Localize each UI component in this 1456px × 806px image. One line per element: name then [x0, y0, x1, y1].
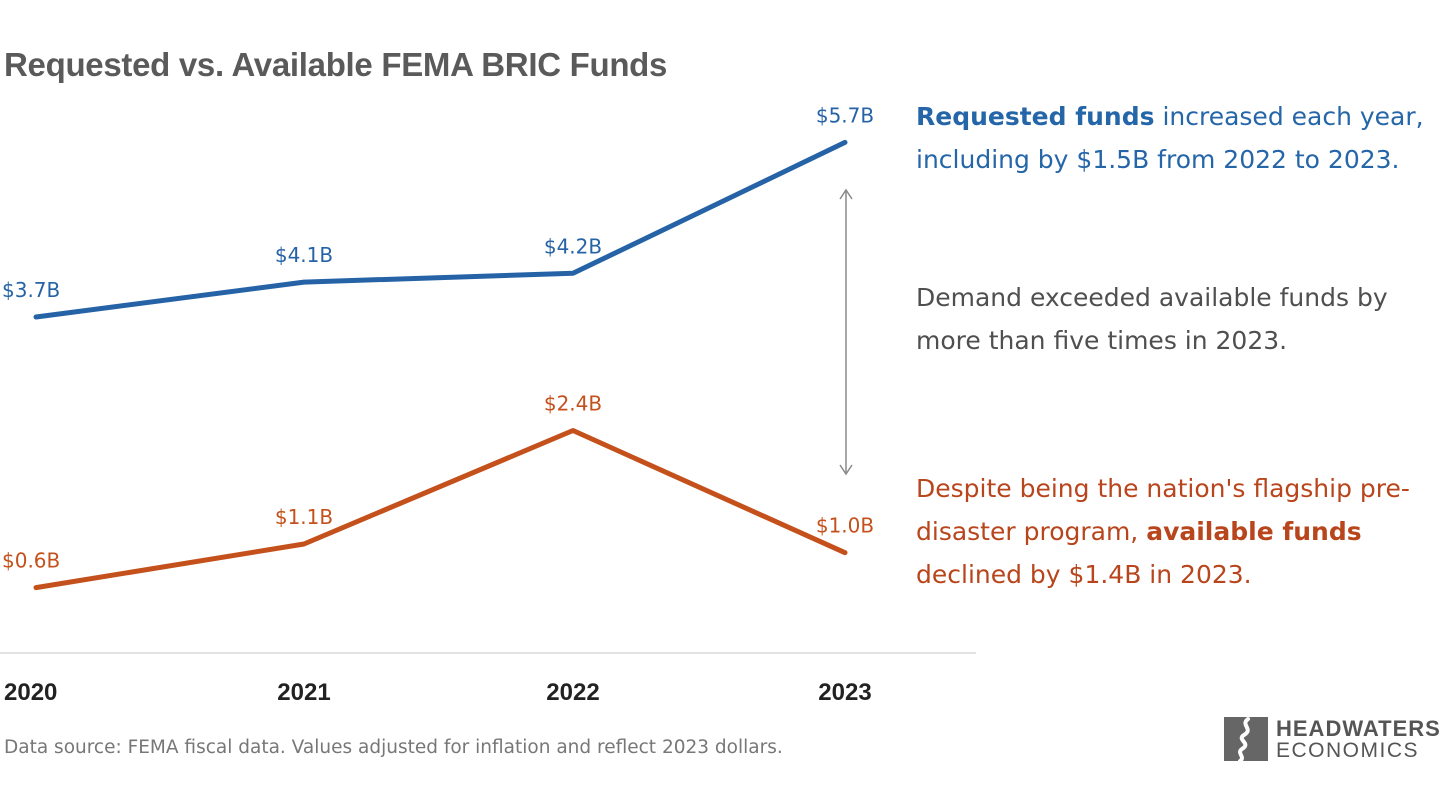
data-label-0-2: $4.2B [544, 234, 602, 258]
requested-note-bold: Requested funds [916, 102, 1155, 131]
x-axis-ticks: 2020 2021 2022 2023 [4, 679, 872, 706]
data-label-0-3: $5.7B [816, 103, 874, 127]
available-note-bold: available funds [1146, 517, 1362, 546]
data-label-0-1: $4.1B [275, 243, 333, 267]
x-tick-label-2: 2022 [546, 679, 599, 706]
data-label-1-2: $2.4B [544, 392, 602, 416]
logo-line-2: ECONOMICS [1276, 739, 1420, 762]
x-tick-label-1: 2021 [277, 679, 330, 706]
data-label-0-0: $3.7B [2, 278, 60, 302]
gap-arrow-head-bottom [839, 464, 853, 476]
requested-note-text: increased each year, including by $1.5B … [916, 102, 1424, 174]
gap-arrow [839, 188, 853, 476]
series-layer [33, 139, 848, 591]
x-tick-label-3: 2023 [818, 679, 871, 706]
river-logo-icon [1224, 717, 1268, 761]
line-chart: $3.7B $4.1B $4.2B $5.7B $0.6B $1.1B $2.4B $1.0B… [0, 103, 976, 706]
data-label-1-0: $0.6B [2, 549, 60, 573]
data-source-note: Data source: FEMA fiscal data. Values ad… [4, 737, 783, 758]
gap-arrow-head-top [839, 188, 853, 200]
demand-note: Demand exceeded available funds by more … [916, 283, 1388, 355]
data-label-1-1: $1.1B [275, 505, 333, 529]
available-note-post: declined by $1.4B in 2023. [916, 560, 1252, 589]
chart-title: Requested vs. Available FEMA BRIC Funds [4, 46, 668, 83]
series-line-0 [33, 139, 848, 320]
x-tick-label-0: 2020 [4, 679, 57, 706]
available-note: Despite being the nation's flagship pre-… [916, 467, 1451, 596]
logo-line-1: HEADWATERS [1276, 716, 1441, 741]
available-note-pre: Despite being the nation's flagship pre-… [916, 474, 1410, 546]
headwaters-economics-logo: HEADWATERS ECONOMICS [1224, 716, 1450, 763]
data-label-1-3: $1.0B [816, 514, 874, 538]
series-line-1 [33, 428, 848, 591]
data-labels: $3.7B $4.1B $4.2B $5.7B $0.6B $1.1B $2.4B $1.0B [2, 103, 874, 572]
requested-note: Requested funds increased each year, inc… [916, 95, 1451, 181]
